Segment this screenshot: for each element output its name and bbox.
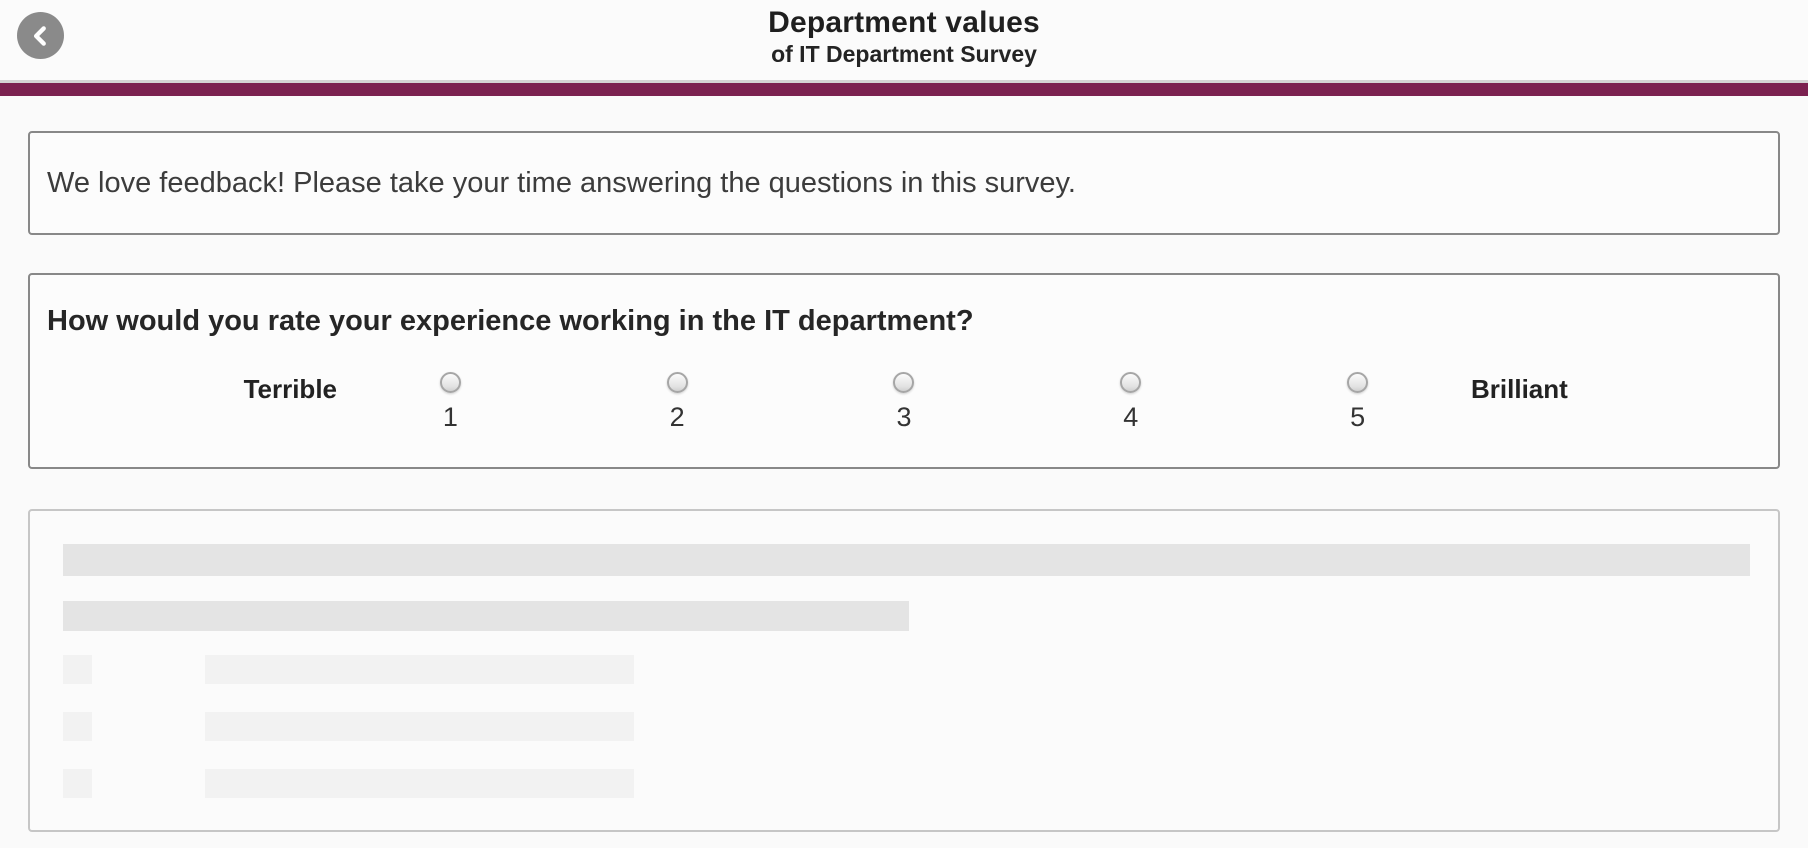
survey-content: We love feedback! Please take your time … — [0, 131, 1808, 832]
rating-option-1-label: 1 — [442, 402, 458, 432]
loading-question-card — [28, 509, 1780, 832]
chevron-left-icon — [28, 23, 54, 49]
rating-option-5-label: 5 — [1350, 402, 1366, 432]
page-title: Department values — [768, 6, 1040, 39]
page-subtitle: of IT Department Survey — [771, 41, 1037, 67]
skeleton-option-row — [63, 769, 1750, 798]
rating-scale: Terrible 1 2 3 4 5 Brilliant — [47, 372, 1761, 433]
skeleton-line-wide — [63, 544, 1750, 576]
rating-option-4[interactable]: 4 — [1017, 372, 1244, 433]
rating-option-3-label: 3 — [896, 402, 912, 432]
skeleton-line-half — [63, 601, 909, 631]
rating-option-3[interactable]: 3 — [791, 372, 1018, 433]
skeleton-checkbox — [63, 655, 92, 684]
rating-radio-2[interactable] — [666, 372, 688, 393]
rating-option-4-label: 4 — [1123, 402, 1139, 432]
scale-max-label: Brilliant — [1471, 374, 1568, 404]
rating-radio-3[interactable] — [893, 372, 915, 393]
skeleton-checkbox — [63, 712, 92, 741]
rating-option-2-label: 2 — [669, 402, 685, 432]
rating-option-5[interactable]: 5 — [1244, 372, 1471, 433]
back-button[interactable] — [17, 12, 64, 59]
header: Department values of IT Department Surve… — [0, 0, 1808, 80]
skeleton-option-label — [205, 712, 634, 741]
accent-bar — [0, 83, 1808, 96]
rating-radio-1[interactable] — [439, 372, 461, 393]
rating-radio-5[interactable] — [1347, 372, 1369, 393]
skeleton-option-label — [205, 655, 634, 684]
rating-option-1[interactable]: 1 — [337, 372, 564, 433]
header-divider — [0, 80, 1808, 83]
skeleton-option-row — [63, 712, 1750, 741]
question-card: How would you rate your experience worki… — [28, 273, 1780, 469]
rating-radio-4[interactable] — [1120, 372, 1142, 393]
intro-card: We love feedback! Please take your time … — [28, 131, 1780, 235]
skeleton-option-label — [205, 769, 634, 798]
question-text: How would you rate your experience worki… — [47, 305, 974, 337]
skeleton-checkbox — [63, 769, 92, 798]
intro-text: We love feedback! Please take your time … — [47, 166, 1076, 199]
rating-option-2[interactable]: 2 — [564, 372, 791, 433]
skeleton-option-row — [63, 655, 1750, 684]
scale-min-label: Terrible — [243, 374, 337, 404]
